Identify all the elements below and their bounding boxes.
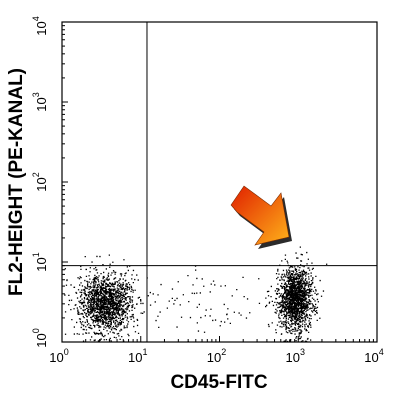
event-dot-cloud [64, 246, 328, 343]
x-tick-label: 100 [49, 347, 68, 365]
x-tick-label: 102 [207, 347, 226, 365]
arrow-body [230, 185, 290, 246]
event-dots [64, 246, 328, 343]
x-tick-label: 101 [128, 347, 147, 365]
x-axis-title: CD45-FITC [170, 372, 267, 393]
y-tick-label: 102 [31, 172, 49, 191]
y-tick-label: 101 [31, 252, 49, 271]
y-tick-label: 104 [31, 16, 49, 35]
x-tick-label: 103 [286, 347, 305, 365]
x-axis-ticks: 100 101 102 103 104 [49, 336, 384, 365]
y-tick-label: 103 [31, 92, 49, 111]
y-axis-ticks: 100 101 102 103 104 [31, 16, 68, 348]
x-tick-label: 104 [364, 347, 383, 365]
annotation-arrow [230, 185, 292, 249]
y-tick-label: 100 [31, 328, 49, 347]
y-axis-title: FL2-HEIGHT (PE-KANAL) [6, 68, 27, 296]
